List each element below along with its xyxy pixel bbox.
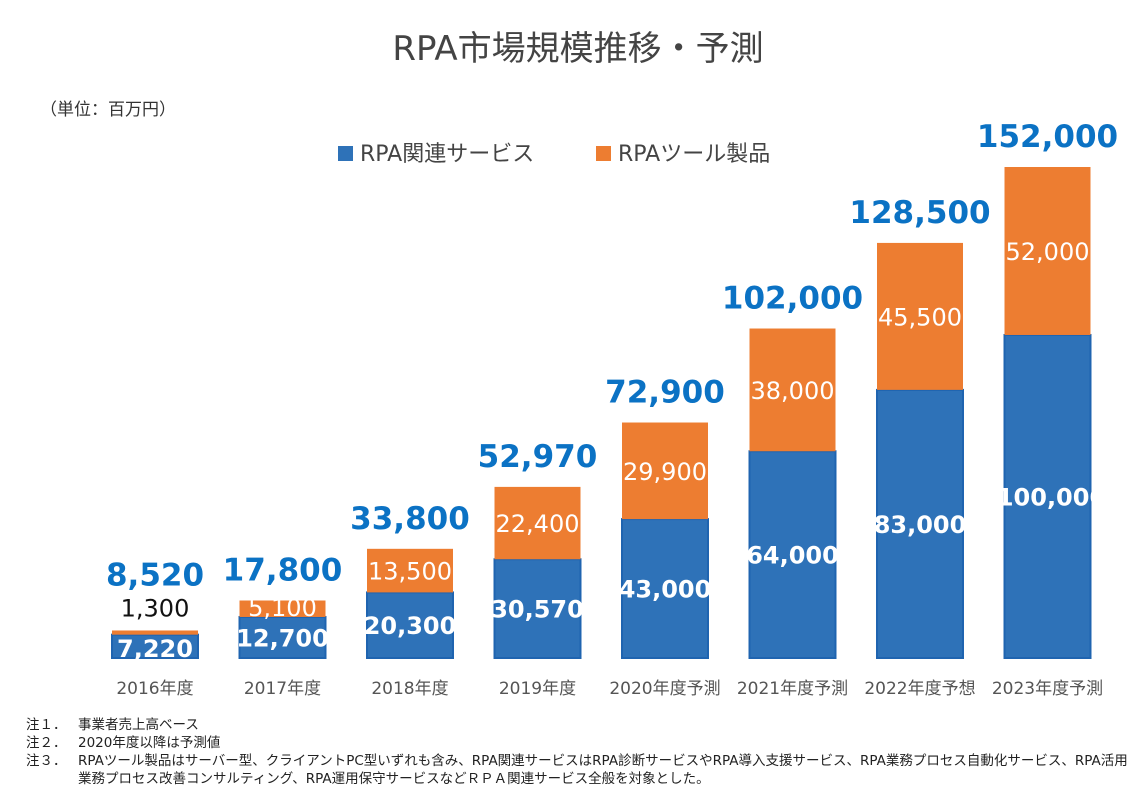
label-tool-3: 13,500 (368, 558, 452, 586)
label-tool-5: 29,900 (623, 458, 707, 486)
label-service-6: 64,000 (746, 542, 839, 570)
label-tool-2: 5,100 (248, 594, 317, 622)
chart-title: RPA市場規模推移・予測 (392, 29, 763, 69)
legend-label-2: RPAツール製品 (618, 142, 770, 167)
unit-label: （単位：百万円） (40, 100, 176, 120)
label-service-4: 30,570 (491, 596, 584, 624)
label-total-8: 152,000 (977, 119, 1118, 155)
x-tick-2: 2017年度 (244, 679, 321, 699)
x-axis-ticks: 2016年度 2017年度 2018年度 2019年度 2020年度予測 2021年度予測… (116, 679, 1103, 699)
x-tick-3: 2018年度 (371, 679, 448, 699)
note-mark: 注２． (26, 735, 67, 751)
note-mark: 注３． (26, 753, 67, 769)
label-total-1: 8,520 (106, 557, 204, 593)
bar-tool-2 (239, 600, 326, 617)
label-service-8: 100,000 (997, 483, 1106, 511)
note-1: 注１． 事業者売上高ベース (26, 716, 1131, 734)
legend-swatch-1 (338, 146, 353, 161)
label-service-1: 7,220 (117, 635, 193, 663)
bar-service-2 (238, 615, 327, 659)
label-tool-1: 1,300 (121, 594, 190, 622)
x-tick-1: 2016年度 (116, 679, 193, 699)
label-total-5: 72,900 (605, 375, 725, 411)
label-service-2: 12,700 (236, 624, 329, 652)
x-tick-4: 2019年度 (499, 679, 576, 699)
legend: RPA関連サービス RPAツール製品 (338, 142, 770, 167)
bar-tool-6 (749, 328, 836, 452)
label-total-2: 17,800 (223, 553, 343, 589)
note-3: 注３． RPAツール製品はサーバー型、クライアントPC型いずれも含み、RPA関連… (26, 752, 1131, 788)
note-text: 2020年度以降は予測値 (78, 735, 221, 751)
bar-tool-3 (367, 548, 453, 593)
x-tick-8: 2023年度予測 (992, 679, 1103, 699)
legend-label-1: RPA関連サービス (360, 142, 534, 167)
bar-tool-1 (112, 630, 198, 635)
x-tick-6: 2021年度予測 (737, 679, 848, 699)
bar-service-8 (1003, 333, 1092, 659)
label-tool-6: 38,000 (751, 377, 835, 405)
note-mark: 注１． (26, 717, 67, 733)
x-tick-7: 2022年度予想 (864, 679, 975, 699)
bar-service-3 (366, 591, 454, 659)
bar-service-7 (876, 388, 964, 659)
label-service-5: 43,000 (619, 576, 712, 604)
bar-service-6 (748, 450, 837, 659)
stacked-bar-chart: RPA市場規模推移・予測 （単位：百万円） RPA関連サービス RPAツール製品 … (40, 29, 1118, 699)
bar-tool-4 (494, 486, 581, 560)
x-tick-5: 2020年度予測 (609, 679, 720, 699)
label-tool-4: 22,400 (496, 510, 580, 538)
note-text: RPAツール製品はサーバー型、クライアントPC型いずれも含み、RPA関連サービス… (78, 753, 1128, 787)
label-total-4: 52,970 (478, 439, 598, 475)
note-2: 注２． 2020年度以降は予測値 (26, 734, 1131, 752)
bar-tool-5 (622, 422, 708, 520)
label-total-7: 128,500 (849, 195, 990, 231)
label-service-7: 83,000 (874, 511, 967, 539)
bar-tool-7 (877, 242, 963, 390)
label-total-6: 102,000 (722, 281, 863, 317)
label-service-3: 20,300 (364, 612, 457, 640)
label-tool-8: 52,000 (1006, 238, 1090, 266)
legend-swatch-2 (596, 146, 611, 161)
bar-tool-8 (1004, 167, 1091, 335)
label-tool-7: 45,500 (878, 303, 962, 331)
notes: 注１． 事業者売上高ベース 注２． 2020年度以降は予測値 注３． RPAツー… (26, 716, 1131, 788)
label-total-3: 33,800 (350, 501, 470, 537)
note-text: 事業者売上高ベース (78, 717, 199, 733)
bar-service-5 (621, 518, 709, 660)
bar-service-4 (493, 558, 582, 659)
